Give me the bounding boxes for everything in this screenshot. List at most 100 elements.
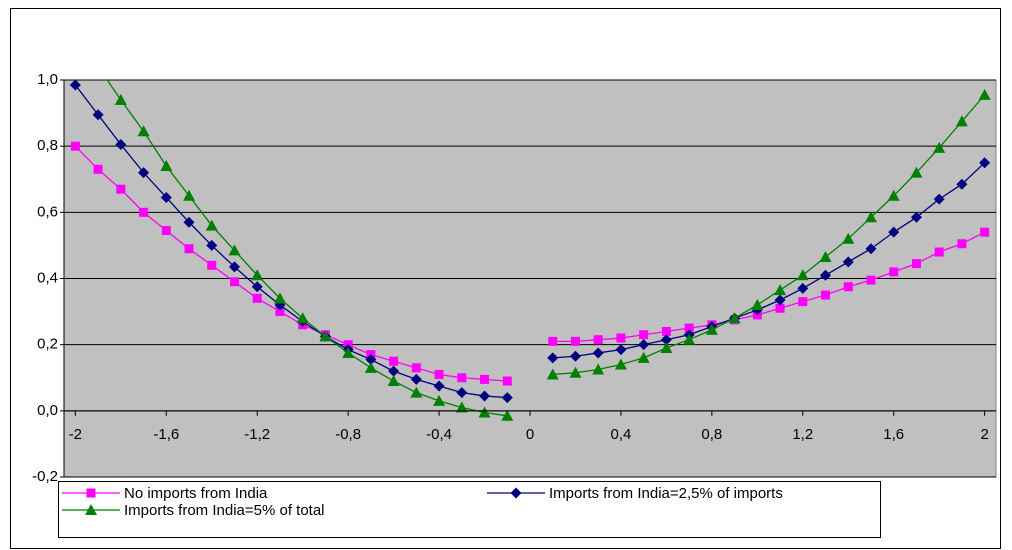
marker (547, 352, 559, 364)
marker (114, 93, 127, 105)
x-tick-label: 0,8 (701, 426, 722, 443)
y-tick-label: 0,6 (37, 203, 58, 220)
marker (160, 160, 173, 172)
marker (138, 167, 150, 179)
marker (637, 351, 650, 363)
marker (69, 80, 81, 91)
marker (592, 363, 605, 375)
x-tick-label: 2 (980, 426, 988, 443)
marker (206, 239, 218, 251)
marker (433, 394, 446, 406)
marker (614, 358, 627, 370)
marker (160, 191, 172, 203)
y-tick-label: 0,8 (37, 137, 58, 154)
marker (251, 269, 264, 281)
marker (252, 293, 262, 303)
marker (410, 373, 422, 385)
marker (775, 303, 785, 313)
marker (546, 368, 559, 380)
marker (137, 125, 150, 137)
marker (342, 346, 355, 358)
legend-label: No imports from India (124, 485, 268, 502)
marker (510, 487, 522, 499)
marker (934, 247, 944, 257)
marker (388, 365, 400, 377)
marker (273, 292, 286, 304)
marker (819, 250, 832, 262)
marker (798, 297, 808, 307)
marker (911, 259, 921, 269)
marker (456, 387, 468, 399)
marker (479, 390, 491, 402)
marker (86, 488, 96, 498)
marker (728, 312, 741, 324)
legend-label: Imports from India=2,5% of imports (549, 485, 783, 502)
marker (184, 244, 194, 254)
marker (93, 164, 103, 174)
marker (821, 290, 831, 300)
x-tick-label: 1,2 (792, 426, 813, 443)
marker (116, 184, 126, 194)
marker (616, 333, 626, 343)
marker (842, 256, 854, 268)
marker (139, 207, 149, 217)
marker (115, 139, 127, 151)
marker (183, 216, 195, 228)
marker (639, 330, 649, 340)
marker (797, 282, 809, 294)
marker (866, 275, 876, 285)
marker (660, 341, 673, 353)
marker (933, 193, 945, 205)
marker (978, 88, 991, 100)
marker (433, 380, 445, 392)
legend (58, 481, 881, 538)
marker (161, 226, 171, 236)
marker (638, 339, 650, 351)
y-tick-label: 0,4 (37, 269, 58, 286)
marker (457, 373, 467, 383)
marker (569, 350, 581, 362)
marker (957, 239, 967, 249)
marker (70, 141, 80, 151)
marker (593, 335, 603, 345)
marker (955, 115, 968, 127)
x-tick-label: -2 (69, 426, 82, 443)
marker (661, 326, 671, 336)
legend-items: No imports from India Imports from India=… (62, 485, 783, 519)
marker (205, 219, 218, 231)
marker (569, 366, 582, 378)
marker (296, 312, 309, 324)
y-tick-label: 0,2 (37, 336, 58, 353)
marker (887, 189, 900, 201)
marker (751, 298, 764, 310)
legend-label: Imports from India=5% of total (124, 502, 325, 519)
marker (207, 260, 217, 270)
marker (796, 269, 809, 281)
marker (480, 374, 490, 384)
marker (592, 347, 604, 359)
marker (889, 267, 899, 277)
marker (365, 354, 377, 366)
marker (228, 244, 241, 256)
marker (501, 392, 513, 404)
marker (684, 323, 694, 333)
marker (570, 336, 580, 346)
series-layer (69, 80, 991, 421)
marker (319, 330, 332, 342)
marker (910, 166, 923, 178)
marker (183, 189, 196, 201)
marker (92, 109, 104, 121)
x-tick-label: -0,8 (335, 426, 361, 443)
x-tick-label: 0 (526, 426, 534, 443)
marker (229, 277, 239, 287)
x-tick-label: -0,4 (426, 426, 452, 443)
y-tick-label: 1,0 (37, 71, 58, 88)
x-tick-label: -1,6 (153, 426, 179, 443)
marker (683, 333, 696, 345)
marker (411, 363, 421, 373)
marker (615, 344, 627, 356)
series-line (106, 80, 508, 417)
marker (774, 284, 787, 296)
